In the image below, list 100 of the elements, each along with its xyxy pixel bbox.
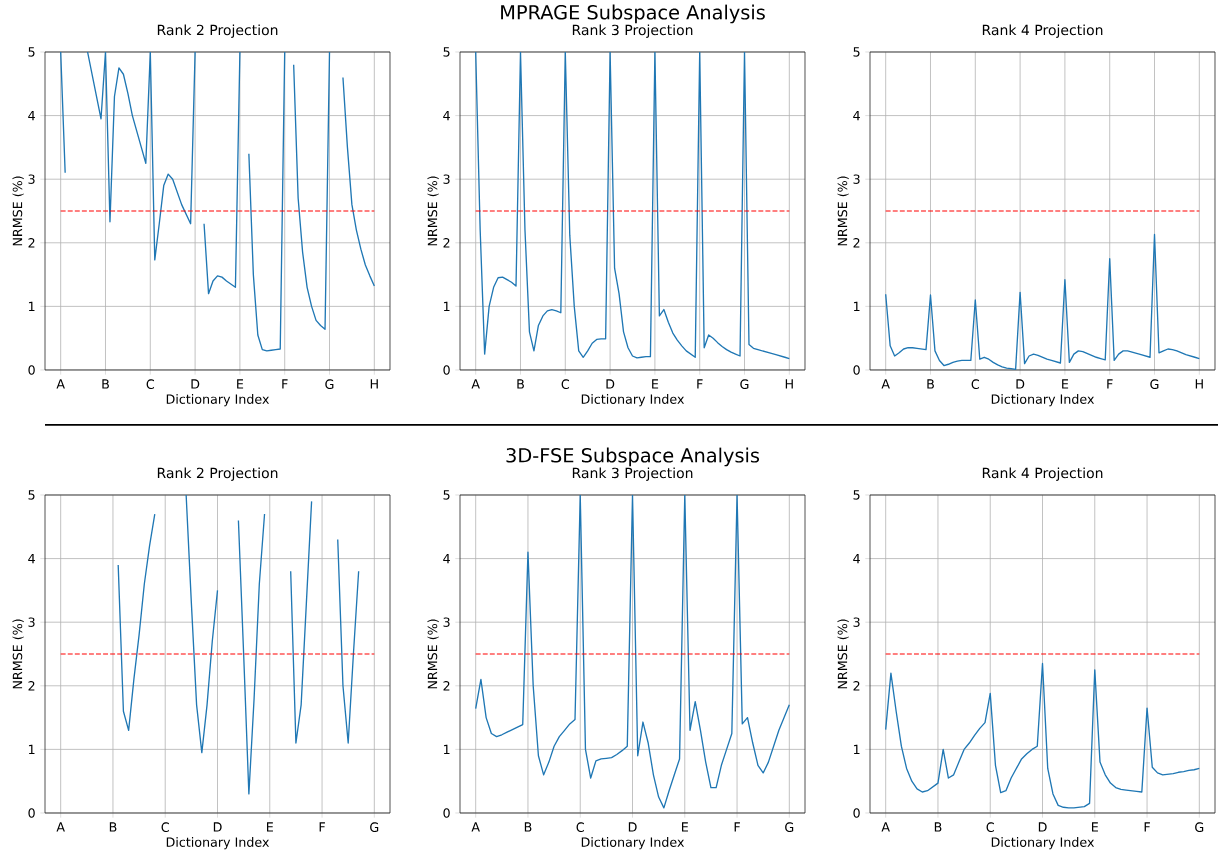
text: MPRAGE Subspace Analysis bbox=[501, 4, 765, 24]
y-tick-label: 5 bbox=[28, 47, 35, 57]
chart-title: Rank 3 Projection bbox=[572, 467, 693, 481]
x-tick-label: E bbox=[652, 379, 659, 389]
x-tick-label: G bbox=[785, 822, 794, 832]
y-tick-label: 3 bbox=[443, 174, 450, 184]
y-tick-label: 3 bbox=[443, 617, 450, 627]
y-tick-label: 3 bbox=[28, 617, 35, 627]
x-tick-label: A bbox=[471, 822, 480, 832]
y-tick-label: 4 bbox=[443, 553, 450, 564]
x-tick-label: B bbox=[109, 822, 117, 832]
x-tick-label: B bbox=[102, 379, 109, 389]
y-tick-label: 0 bbox=[28, 365, 35, 375]
y-tick-label: 2 bbox=[28, 681, 35, 691]
y-axis-title: NRMSE (%) bbox=[427, 619, 439, 689]
x-tick-label: G bbox=[1195, 822, 1204, 832]
x-tick-label: D bbox=[606, 379, 615, 389]
y-axis-title: NRMSE (%) bbox=[12, 176, 24, 246]
x-axis-title: Dictionary Index bbox=[581, 394, 685, 407]
x-tick-label: F bbox=[319, 822, 325, 832]
x-tick-label: C bbox=[971, 379, 980, 389]
y-tick-label: 1 bbox=[853, 744, 860, 754]
y-tick-label: 4 bbox=[443, 110, 450, 121]
x-tick-label: B bbox=[934, 822, 942, 832]
x-tick-label: F bbox=[1107, 379, 1113, 389]
y-tick-label: 5 bbox=[853, 490, 860, 500]
y-tick-label: 2 bbox=[28, 238, 35, 248]
x-tick-label: D bbox=[1016, 379, 1025, 389]
y-tick-label: 5 bbox=[443, 490, 450, 500]
y-tick-label: 1 bbox=[443, 301, 450, 311]
x-tick-label: C bbox=[161, 822, 169, 832]
x-tick-label: D bbox=[1038, 822, 1047, 832]
y-axis-title: NRMSE (%) bbox=[837, 176, 849, 246]
x-tick-label: A bbox=[881, 379, 890, 389]
y-tick-label: 4 bbox=[28, 553, 35, 564]
y-tick-label: 1 bbox=[853, 301, 860, 311]
x-tick-label: E bbox=[237, 379, 244, 389]
y-tick-label: 2 bbox=[443, 681, 450, 691]
x-tick-label: A bbox=[881, 822, 890, 832]
y-tick-label: 1 bbox=[443, 744, 450, 754]
y-tick-label: 4 bbox=[28, 110, 35, 121]
y-tick-label: 0 bbox=[853, 365, 860, 375]
x-tick-label: B bbox=[524, 822, 532, 832]
x-tick-label: G bbox=[1150, 379, 1159, 389]
x-tick-label: G bbox=[370, 822, 379, 832]
x-tick-label: E bbox=[1092, 822, 1098, 832]
x-tick-label: A bbox=[56, 822, 65, 832]
x-tick-label: F bbox=[697, 379, 703, 389]
x-tick-label: D bbox=[213, 822, 222, 832]
y-tick-label: 1 bbox=[28, 301, 35, 311]
y-tick-label: 2 bbox=[853, 681, 860, 691]
x-tick-label: D bbox=[628, 822, 637, 832]
x-tick-label: C bbox=[576, 822, 584, 832]
y-tick-label: 3 bbox=[28, 174, 35, 184]
chart-title: Rank 4 Projection bbox=[982, 467, 1103, 481]
x-tick-label: C bbox=[561, 379, 570, 389]
y-tick-label: 0 bbox=[853, 808, 860, 818]
y-tick-label: 0 bbox=[443, 365, 450, 375]
x-tick-label: B bbox=[927, 379, 934, 389]
x-axis-title: Dictionary Index bbox=[166, 394, 270, 407]
y-tick-label: 2 bbox=[443, 238, 450, 248]
y-axis-title: NRMSE (%) bbox=[837, 619, 849, 689]
y-tick-label: 3 bbox=[853, 617, 860, 627]
x-axis-title: Dictionary Index bbox=[166, 837, 270, 850]
x-tick-label: F bbox=[282, 379, 288, 389]
y-axis-title: NRMSE (%) bbox=[12, 619, 24, 689]
x-tick-label: F bbox=[1144, 822, 1150, 832]
x-axis-title: Dictionary Index bbox=[581, 837, 685, 850]
y-tick-label: 1 bbox=[28, 744, 35, 754]
x-axis-title: Dictionary Index bbox=[991, 394, 1095, 407]
x-tick-label: D bbox=[191, 379, 200, 389]
y-tick-label: 0 bbox=[28, 808, 35, 818]
x-tick-label: G bbox=[325, 379, 334, 389]
text: 3D-FSE Subspace Analysis bbox=[506, 447, 760, 467]
y-tick-label: 0 bbox=[443, 808, 450, 818]
chart-title: Rank 4 Projection bbox=[982, 24, 1103, 38]
y-tick-label: 3 bbox=[853, 174, 860, 184]
x-tick-label: G bbox=[740, 379, 749, 389]
y-tick-label: 5 bbox=[443, 47, 450, 57]
x-tick-label: A bbox=[56, 379, 65, 389]
x-tick-label: F bbox=[734, 822, 740, 832]
y-tick-label: 2 bbox=[853, 238, 860, 248]
y-tick-label: 4 bbox=[853, 110, 860, 121]
y-tick-label: 5 bbox=[28, 490, 35, 500]
x-tick-label: H bbox=[785, 379, 793, 389]
y-axis-title: NRMSE (%) bbox=[427, 176, 439, 246]
chart-title: Rank 3 Projection bbox=[572, 24, 693, 38]
x-tick-label: A bbox=[471, 379, 480, 389]
x-tick-label: C bbox=[146, 379, 155, 389]
x-tick-label: B bbox=[517, 379, 524, 389]
x-tick-label: C bbox=[986, 822, 994, 832]
y-tick-label: 4 bbox=[853, 553, 860, 564]
x-tick-label: H bbox=[1195, 379, 1203, 389]
x-tick-label: E bbox=[682, 822, 688, 832]
x-axis-title: Dictionary Index bbox=[991, 837, 1095, 850]
chart-title: Rank 2 Projection bbox=[157, 467, 278, 481]
x-tick-label: E bbox=[1062, 379, 1069, 389]
chart-title: Rank 2 Projection bbox=[157, 24, 278, 38]
x-tick-label: H bbox=[370, 379, 378, 389]
x-tick-label: E bbox=[267, 822, 273, 832]
